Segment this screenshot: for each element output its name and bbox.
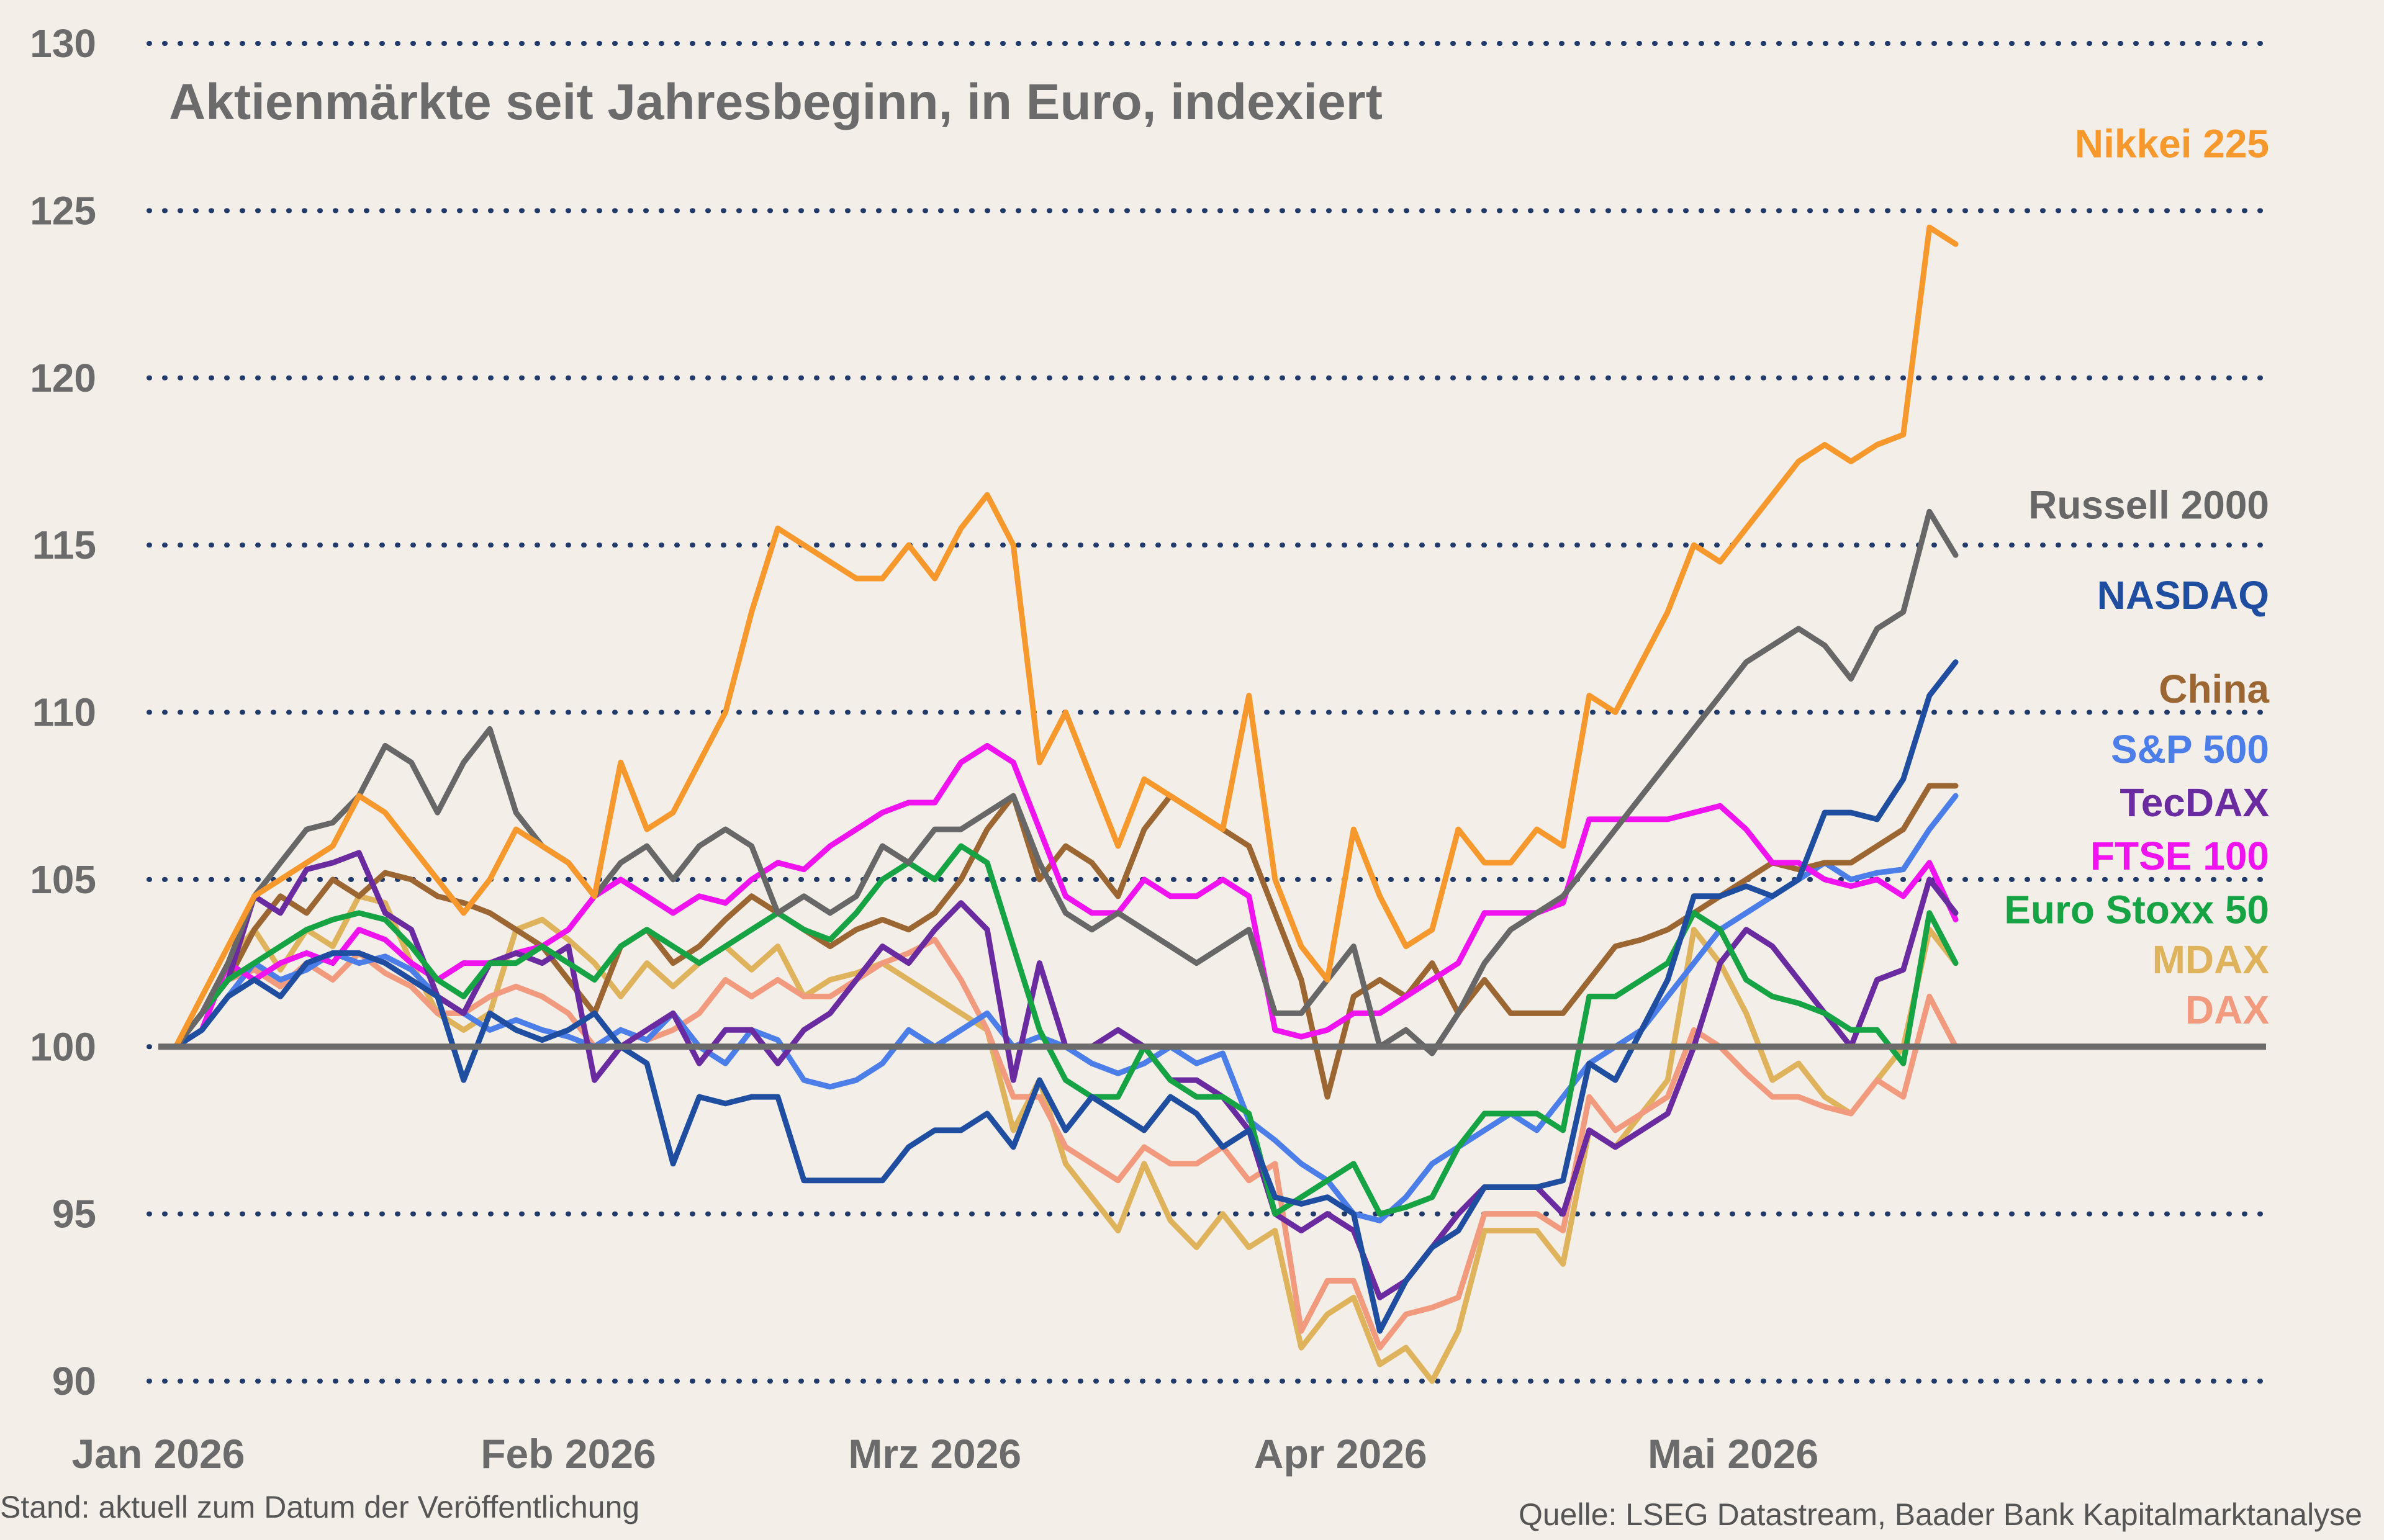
grid-lines [147,41,2269,1384]
x-tick-label: Apr 2026 [1254,1431,1427,1477]
y-tick-label: 120 [30,356,96,400]
y-tick-label: 115 [32,523,96,567]
series-label: Russell 2000 [2028,482,2269,527]
series-label: S&P 500 [2111,727,2269,772]
y-tick-label: 90 [52,1359,96,1403]
series-lines [173,224,1959,1384]
series-line-ftse-100 [173,742,1959,1050]
series-line-mdax [173,893,1959,1384]
series-line-nikkei-225 [173,224,1959,1050]
series-line-russell-2000 [173,508,1959,1056]
series-label: FTSE 100 [2090,834,2269,878]
y-tick-label: 95 [52,1192,96,1236]
x-tick-label: Mai 2026 [1648,1431,1818,1477]
footer-right: Quelle: LSEG Datastream, Baader Bank Kap… [1519,1497,2362,1532]
series-line-euro-stoxx-50 [173,843,1959,1217]
y-tick-label: 130 [30,21,96,66]
footer-left: Stand: aktuell zum Datum der Veröffentli… [0,1490,639,1524]
series-label: Euro Stoxx 50 [2004,887,2269,932]
series-label: NASDAQ [2097,573,2269,618]
y-tick-label: 105 [30,857,96,902]
x-tick-label: Feb 2026 [481,1431,656,1477]
series-line-dax [173,937,1959,1351]
x-tick-label: Mrz 2026 [848,1431,1021,1477]
series-label: DAX [2185,988,2269,1032]
series-label: China [2159,667,2269,711]
x-tick-label: Jan 2026 [72,1431,245,1477]
series-label: TecDAX [2120,780,2269,825]
y-tick-label: 110 [32,690,96,735]
x-axis-ticks: Jan 2026 Feb 2026 Mrz 2026 Apr 2026 Mai 2026 [72,1431,1819,1477]
series-label: MDAX [2152,937,2270,982]
series-line-nasdaq [173,659,1959,1334]
y-tick-label: 125 [30,188,96,233]
series-labels: Nikkei 225 Russell 2000 NASDAQ China S&P 500… [2004,122,2269,1032]
y-axis-ticks: 90 95 100 105 110 115 120 125 130 [30,21,96,1403]
series-label: Nikkei 225 [2075,122,2269,166]
y-tick-label: 100 [30,1024,96,1069]
chart-title: Aktienmärkte seit Jahresbeginn, in Euro,… [169,74,1383,130]
